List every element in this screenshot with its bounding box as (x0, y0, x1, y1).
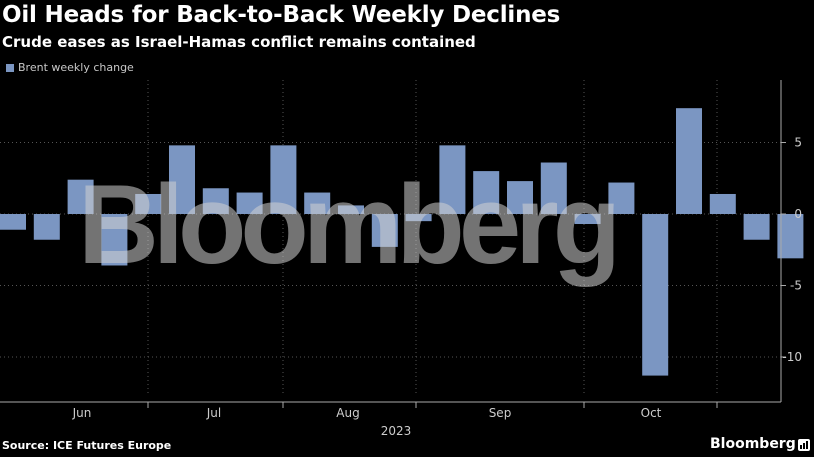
bar (642, 214, 669, 376)
bar (709, 193, 736, 214)
bar (405, 214, 432, 222)
bar (304, 192, 331, 214)
bar (135, 193, 162, 214)
x-tick-label: Aug (336, 406, 359, 420)
y-tick-label: -10 (782, 350, 802, 364)
bar (507, 181, 533, 214)
bar (270, 145, 297, 214)
legend: Brent weekly change (6, 61, 134, 74)
bar (67, 179, 94, 214)
bar (202, 188, 229, 214)
y-tick-label: 0 (794, 207, 802, 221)
bar (574, 214, 601, 225)
bar (33, 214, 60, 240)
brand-logo-text: Bloomberg (710, 436, 796, 452)
x-tick-label: Jun (72, 406, 92, 420)
bar (439, 145, 466, 214)
legend-swatch (6, 63, 14, 72)
bar (608, 182, 635, 214)
bar (371, 214, 398, 247)
x-tick-label: Sep (489, 406, 512, 420)
chart-subtitle: Crude eases as Israel-Hamas conflict rem… (2, 33, 476, 51)
bar (169, 145, 195, 214)
bar (540, 162, 567, 214)
legend-label: Brent weekly change (18, 61, 134, 74)
x-year-label: 2023 (381, 424, 412, 438)
bar (676, 108, 702, 214)
bar (473, 171, 500, 214)
bar (101, 214, 128, 266)
y-tick-label: 5 (794, 136, 802, 150)
bar (777, 214, 804, 259)
chart-title: Oil Heads for Back-to-Back Weekly Declin… (2, 2, 561, 28)
bar (236, 192, 263, 214)
x-tick-label: Oct (641, 406, 662, 420)
bar (743, 214, 770, 240)
bloomberg-terminal-icon (798, 439, 810, 451)
x-tick-label: Jul (206, 406, 221, 420)
y-tick-label: -5 (790, 279, 802, 293)
bar (338, 205, 364, 214)
bar (0, 214, 26, 230)
source-note: Source: ICE Futures Europe (2, 439, 172, 452)
